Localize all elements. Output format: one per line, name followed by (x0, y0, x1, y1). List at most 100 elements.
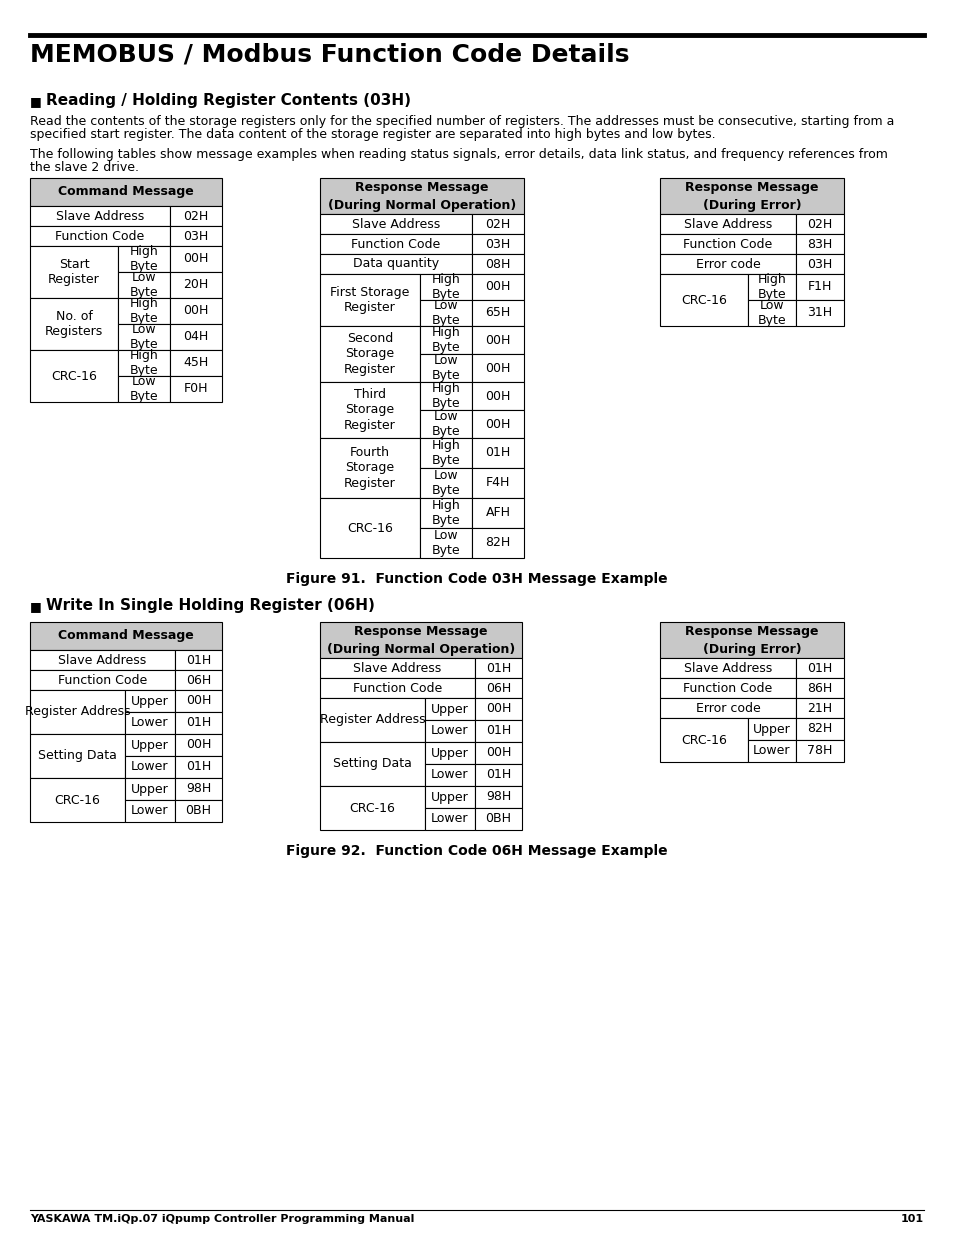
Text: Fourth
Storage
Register: Fourth Storage Register (344, 447, 395, 489)
Text: 03H: 03H (183, 230, 209, 242)
Text: Response Message: Response Message (684, 625, 818, 637)
Bar (472, 326, 523, 354)
Text: AFH: AFH (485, 506, 510, 520)
Text: 00H: 00H (485, 746, 511, 760)
Text: 00H: 00H (485, 362, 510, 374)
Text: Figure 91.  Function Code 03H Message Example: Figure 91. Function Code 03H Message Exa… (286, 572, 667, 585)
Bar (419, 410, 472, 438)
Bar (419, 529, 472, 558)
Bar (472, 498, 523, 529)
Bar (472, 214, 523, 233)
Text: Low
Byte: Low Byte (432, 354, 460, 382)
Bar (424, 808, 475, 830)
Text: 08H: 08H (485, 258, 510, 270)
Text: 21H: 21H (806, 701, 832, 715)
Text: Read the contents of the storage registers only for the specified number of regi: Read the contents of the storage registe… (30, 115, 894, 128)
Text: Low
Byte: Low Byte (432, 410, 460, 438)
Bar (424, 742, 475, 764)
Bar (319, 233, 472, 254)
Text: Upper: Upper (431, 746, 468, 760)
Text: Setting Data: Setting Data (38, 750, 117, 762)
Text: High
Byte: High Byte (431, 382, 460, 410)
Text: High
Byte: High Byte (130, 245, 158, 273)
Text: 78H: 78H (806, 745, 832, 757)
Bar (125, 690, 174, 713)
Bar (174, 671, 222, 690)
Bar (319, 698, 424, 742)
Text: 01H: 01H (806, 662, 832, 674)
Text: (During Normal Operation): (During Normal Operation) (328, 199, 516, 211)
Text: 20H: 20H (183, 279, 209, 291)
Bar (475, 742, 521, 764)
Text: Lower: Lower (132, 804, 169, 818)
Bar (795, 678, 843, 698)
Bar (659, 254, 795, 274)
Bar (795, 740, 843, 762)
Text: CRC-16: CRC-16 (349, 802, 395, 815)
Bar (419, 326, 472, 354)
Text: 01H: 01H (186, 653, 211, 667)
Bar (30, 350, 118, 403)
Text: Upper: Upper (431, 703, 468, 715)
Text: ■: ■ (30, 95, 42, 107)
Bar (659, 233, 795, 254)
Text: High
Byte: High Byte (431, 273, 460, 301)
Text: Function Code: Function Code (58, 673, 147, 687)
Bar (475, 785, 521, 808)
Text: Function Code: Function Code (351, 237, 440, 251)
Bar (170, 298, 222, 324)
Text: 65H: 65H (485, 306, 510, 320)
Text: 0BH: 0BH (485, 813, 511, 825)
Bar (472, 410, 523, 438)
Text: 01H: 01H (485, 662, 511, 674)
Bar (795, 658, 843, 678)
Text: Low
Byte: Low Byte (432, 299, 460, 327)
Text: 01H: 01H (485, 725, 511, 737)
Text: 82H: 82H (485, 536, 510, 550)
Bar (174, 713, 222, 734)
Bar (174, 756, 222, 778)
Text: Function Code: Function Code (682, 237, 772, 251)
Text: Slave Address: Slave Address (58, 653, 147, 667)
Bar (170, 324, 222, 350)
Bar (475, 720, 521, 742)
Bar (30, 246, 118, 298)
Text: High
Byte: High Byte (431, 326, 460, 354)
Bar (319, 438, 419, 498)
Text: Error code: Error code (695, 701, 760, 715)
Bar (319, 498, 419, 558)
Text: (During Normal Operation): (During Normal Operation) (327, 642, 515, 656)
Bar (475, 698, 521, 720)
Bar (319, 254, 472, 274)
Text: 01H: 01H (485, 768, 511, 782)
Bar (170, 350, 222, 375)
Text: 00H: 00H (183, 252, 209, 266)
Text: 01H: 01H (186, 761, 211, 773)
Bar (659, 622, 843, 658)
Text: Slave Address: Slave Address (352, 217, 439, 231)
Text: Command Message: Command Message (58, 185, 193, 199)
Text: CRC-16: CRC-16 (680, 734, 726, 746)
Bar (424, 698, 475, 720)
Text: Command Message: Command Message (58, 630, 193, 642)
Bar (747, 300, 795, 326)
Bar (472, 354, 523, 382)
Text: 06H: 06H (485, 682, 511, 694)
Bar (174, 778, 222, 800)
Text: Slave Address: Slave Address (353, 662, 441, 674)
Bar (659, 178, 843, 214)
Bar (419, 274, 472, 300)
Bar (659, 678, 795, 698)
Text: High
Byte: High Byte (130, 350, 158, 377)
Bar (747, 740, 795, 762)
Bar (174, 800, 222, 823)
Text: Error code: Error code (695, 258, 760, 270)
Bar (419, 468, 472, 498)
Bar (30, 178, 222, 206)
Text: 0BH: 0BH (185, 804, 212, 818)
Text: 00H: 00H (186, 739, 211, 752)
Bar (472, 274, 523, 300)
Bar (118, 246, 170, 272)
Bar (472, 529, 523, 558)
Bar (30, 298, 118, 350)
